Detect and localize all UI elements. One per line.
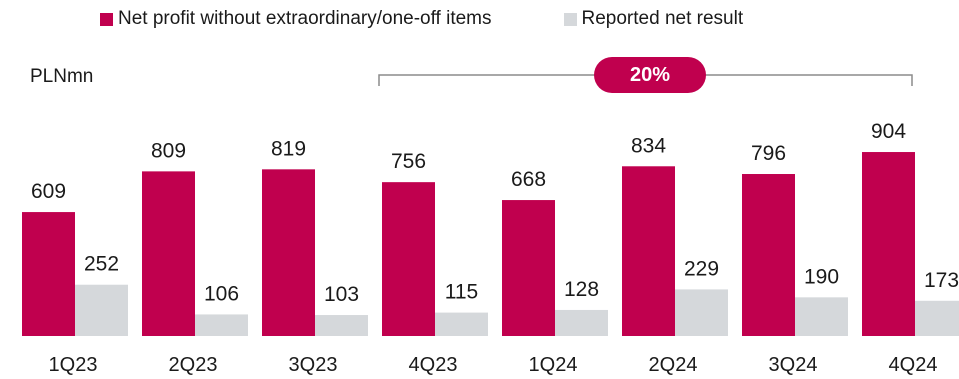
bar-reported-3Q24 [795, 297, 848, 336]
value-label-reported-2Q23: 106 [204, 282, 239, 305]
value-label-reported-2Q24: 229 [684, 257, 719, 280]
x-tick-3Q24: 3Q24 [769, 354, 818, 376]
bar-adjusted-3Q23 [262, 169, 315, 336]
bar-adjusted-3Q24 [742, 174, 795, 336]
legend-label-secondary: Reported net result [581, 8, 744, 29]
value-label-adjusted-3Q24: 796 [751, 142, 786, 165]
bar-reported-2Q23 [195, 314, 248, 336]
growth-badge: 20% [594, 57, 706, 93]
bar-reported-1Q23 [75, 284, 128, 336]
value-label-adjusted-4Q24: 904 [871, 120, 906, 143]
x-tick-3Q23: 3Q23 [289, 354, 338, 376]
bar-adjusted-4Q23 [382, 182, 435, 336]
x-tick-2Q24: 2Q24 [649, 354, 698, 376]
legend-swatch-secondary [563, 12, 577, 26]
legend-label-primary: Net profit without extraordinary/one-off… [118, 8, 492, 29]
legend-swatch-primary [100, 12, 113, 26]
value-label-reported-1Q24: 128 [564, 278, 599, 301]
value-label-reported-1Q23: 252 [84, 253, 119, 276]
bar-adjusted-2Q24 [622, 166, 675, 336]
bar-adjusted-1Q24 [502, 200, 555, 336]
value-label-adjusted-2Q24: 834 [631, 134, 666, 157]
value-label-reported-3Q23: 103 [324, 283, 359, 306]
bar-reported-4Q24 [915, 300, 959, 336]
value-label-adjusted-2Q23: 809 [151, 139, 186, 162]
x-tick-1Q24: 1Q24 [529, 354, 578, 376]
legend-item-secondary: Reported net result [563, 8, 744, 30]
legend-item-primary: Net profit without extraordinary/one-off… [100, 8, 492, 30]
value-label-adjusted-1Q23: 609 [31, 180, 66, 203]
value-label-adjusted-4Q23: 756 [391, 150, 426, 173]
x-tick-2Q23: 2Q23 [169, 354, 218, 376]
x-tick-4Q23: 4Q23 [409, 354, 458, 376]
value-label-reported-4Q24: 173 [924, 269, 959, 292]
bar-reported-3Q23 [315, 315, 368, 336]
bar-reported-1Q24 [555, 309, 608, 336]
chart-legend: Net profit without extraordinary/one-off… [100, 8, 815, 30]
bar-adjusted-4Q24 [862, 152, 915, 336]
value-label-adjusted-1Q24: 668 [511, 168, 546, 191]
value-label-reported-3Q24: 190 [804, 265, 839, 288]
x-tick-4Q24: 4Q24 [889, 354, 938, 376]
bar-adjusted-1Q23 [22, 212, 75, 336]
value-label-reported-4Q23: 115 [445, 281, 478, 304]
value-label-adjusted-3Q23: 819 [271, 137, 306, 160]
bar-reported-2Q24 [675, 289, 728, 336]
unit-label: PLNmn [30, 66, 94, 87]
x-tick-1Q23: 1Q23 [49, 354, 98, 376]
bar-reported-4Q23 [435, 312, 488, 336]
bar-adjusted-2Q23 [142, 171, 195, 336]
